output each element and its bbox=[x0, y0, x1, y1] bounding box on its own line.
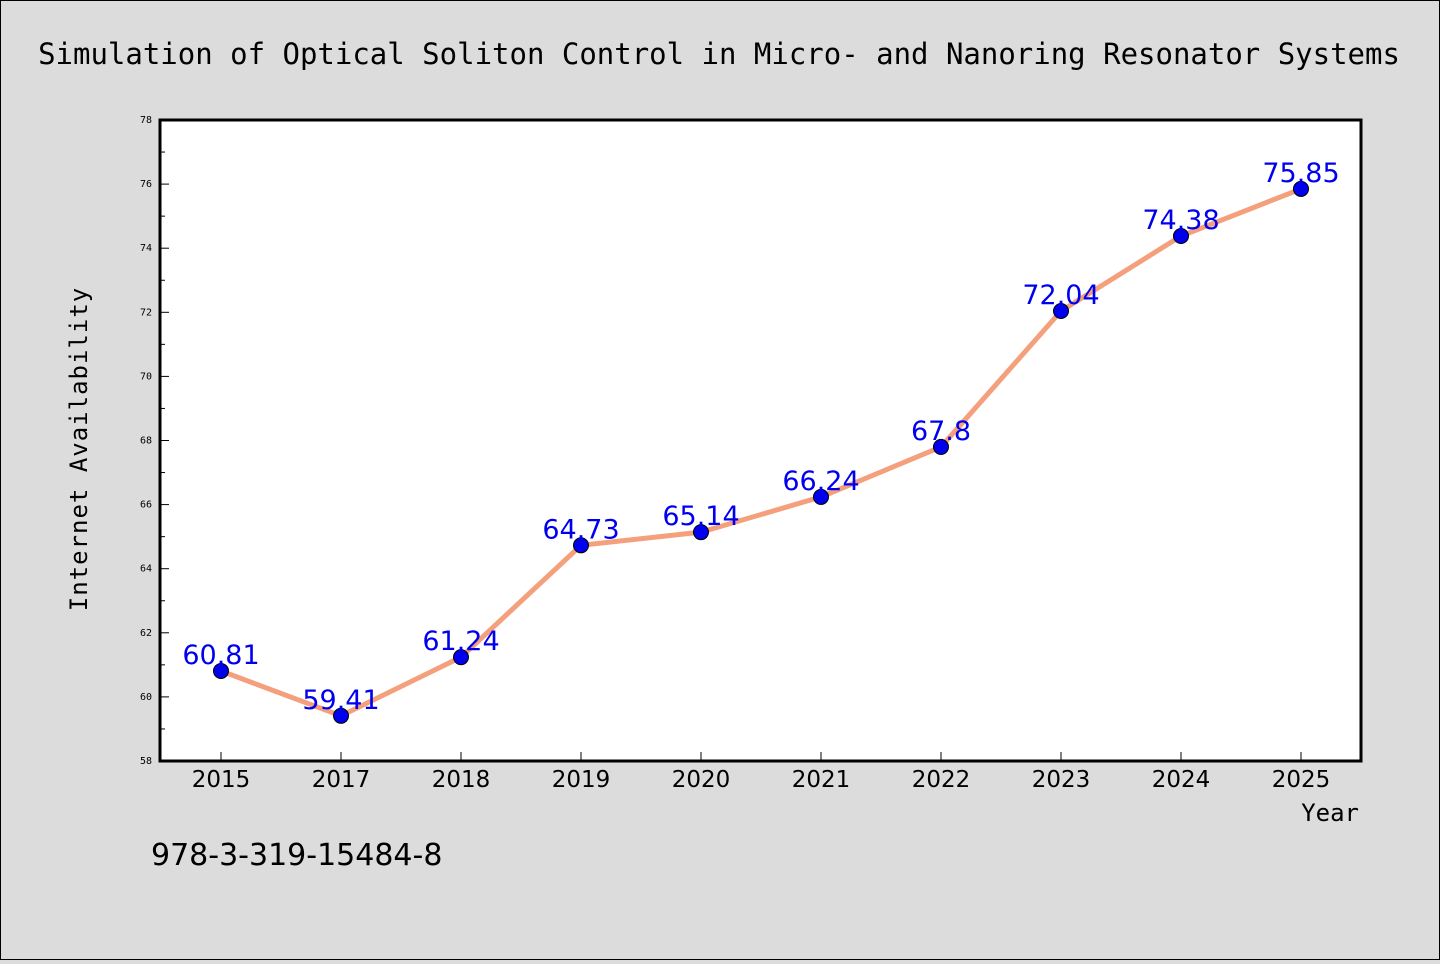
data-point bbox=[1173, 228, 1189, 245]
y-axis-label: Internet Availability bbox=[65, 287, 93, 611]
y-tick-label: 78 bbox=[140, 115, 152, 126]
data-point bbox=[333, 707, 349, 724]
x-tick-label: 2020 bbox=[672, 767, 731, 793]
y-tick-label: 72 bbox=[140, 307, 152, 318]
series-markers bbox=[213, 180, 1309, 724]
data-point bbox=[813, 488, 829, 505]
y-tick-label: 62 bbox=[140, 628, 152, 639]
x-tick-label: 2017 bbox=[312, 767, 371, 793]
x-tick-label: 2024 bbox=[1152, 767, 1211, 793]
chart-title: Simulation of Optical Soliton Control in… bbox=[38, 37, 1400, 71]
data-label: 61.24 bbox=[422, 626, 499, 657]
data-labels: 60.81 59.41 61.24 64.73 65.14 66.24 67.8 72.04 7… bbox=[182, 158, 1339, 716]
plot-area bbox=[158, 118, 1363, 763]
x-tick-label: 2025 bbox=[1272, 767, 1331, 793]
y-tick-label: 76 bbox=[140, 179, 152, 190]
data-label: 60.81 bbox=[182, 640, 259, 671]
data-point bbox=[573, 537, 589, 554]
data-label: 72.04 bbox=[1022, 280, 1099, 311]
data-point bbox=[213, 662, 229, 679]
y-tick-label: 70 bbox=[140, 371, 152, 382]
x-tick-label: 2023 bbox=[1032, 767, 1091, 793]
data-point bbox=[933, 438, 949, 455]
data-point bbox=[453, 649, 469, 666]
x-tick-label: 2015 bbox=[192, 767, 251, 793]
footnote: 978-3-319-15484-8 bbox=[151, 838, 442, 873]
y-tick-label: 66 bbox=[140, 500, 152, 511]
data-label: 64.73 bbox=[542, 514, 619, 545]
data-label: 67.8 bbox=[911, 416, 971, 447]
x-tick-label: 2018 bbox=[432, 767, 491, 793]
x-tick-label: 2019 bbox=[552, 767, 611, 793]
y-tick-label: 74 bbox=[140, 243, 152, 254]
data-label: 65.14 bbox=[662, 501, 739, 532]
data-point bbox=[1053, 303, 1069, 320]
x-tick-label: 2022 bbox=[912, 767, 971, 793]
data-label: 66.24 bbox=[782, 466, 859, 497]
x-axis: 2015 2017 2018 2019 2020 2021 2022 2023 2024 2025 bbox=[192, 752, 1331, 793]
x-axis-label: Year bbox=[1301, 799, 1359, 827]
data-point bbox=[693, 524, 709, 541]
data-label: 74.38 bbox=[1142, 205, 1219, 236]
y-tick-label: 64 bbox=[140, 564, 152, 575]
y-axis: 58 60 62 64 66 68 70 72 74 76 78 bbox=[140, 115, 169, 767]
y-tick-label: 68 bbox=[140, 436, 152, 447]
data-label: 75.85 bbox=[1262, 158, 1339, 189]
x-tick-label: 2021 bbox=[792, 767, 851, 793]
y-tick-label: 58 bbox=[140, 756, 152, 767]
y-tick-label: 60 bbox=[140, 692, 152, 703]
data-label: 59.41 bbox=[302, 685, 379, 716]
series-line bbox=[220, 186, 1302, 719]
data-point bbox=[1293, 180, 1309, 197]
